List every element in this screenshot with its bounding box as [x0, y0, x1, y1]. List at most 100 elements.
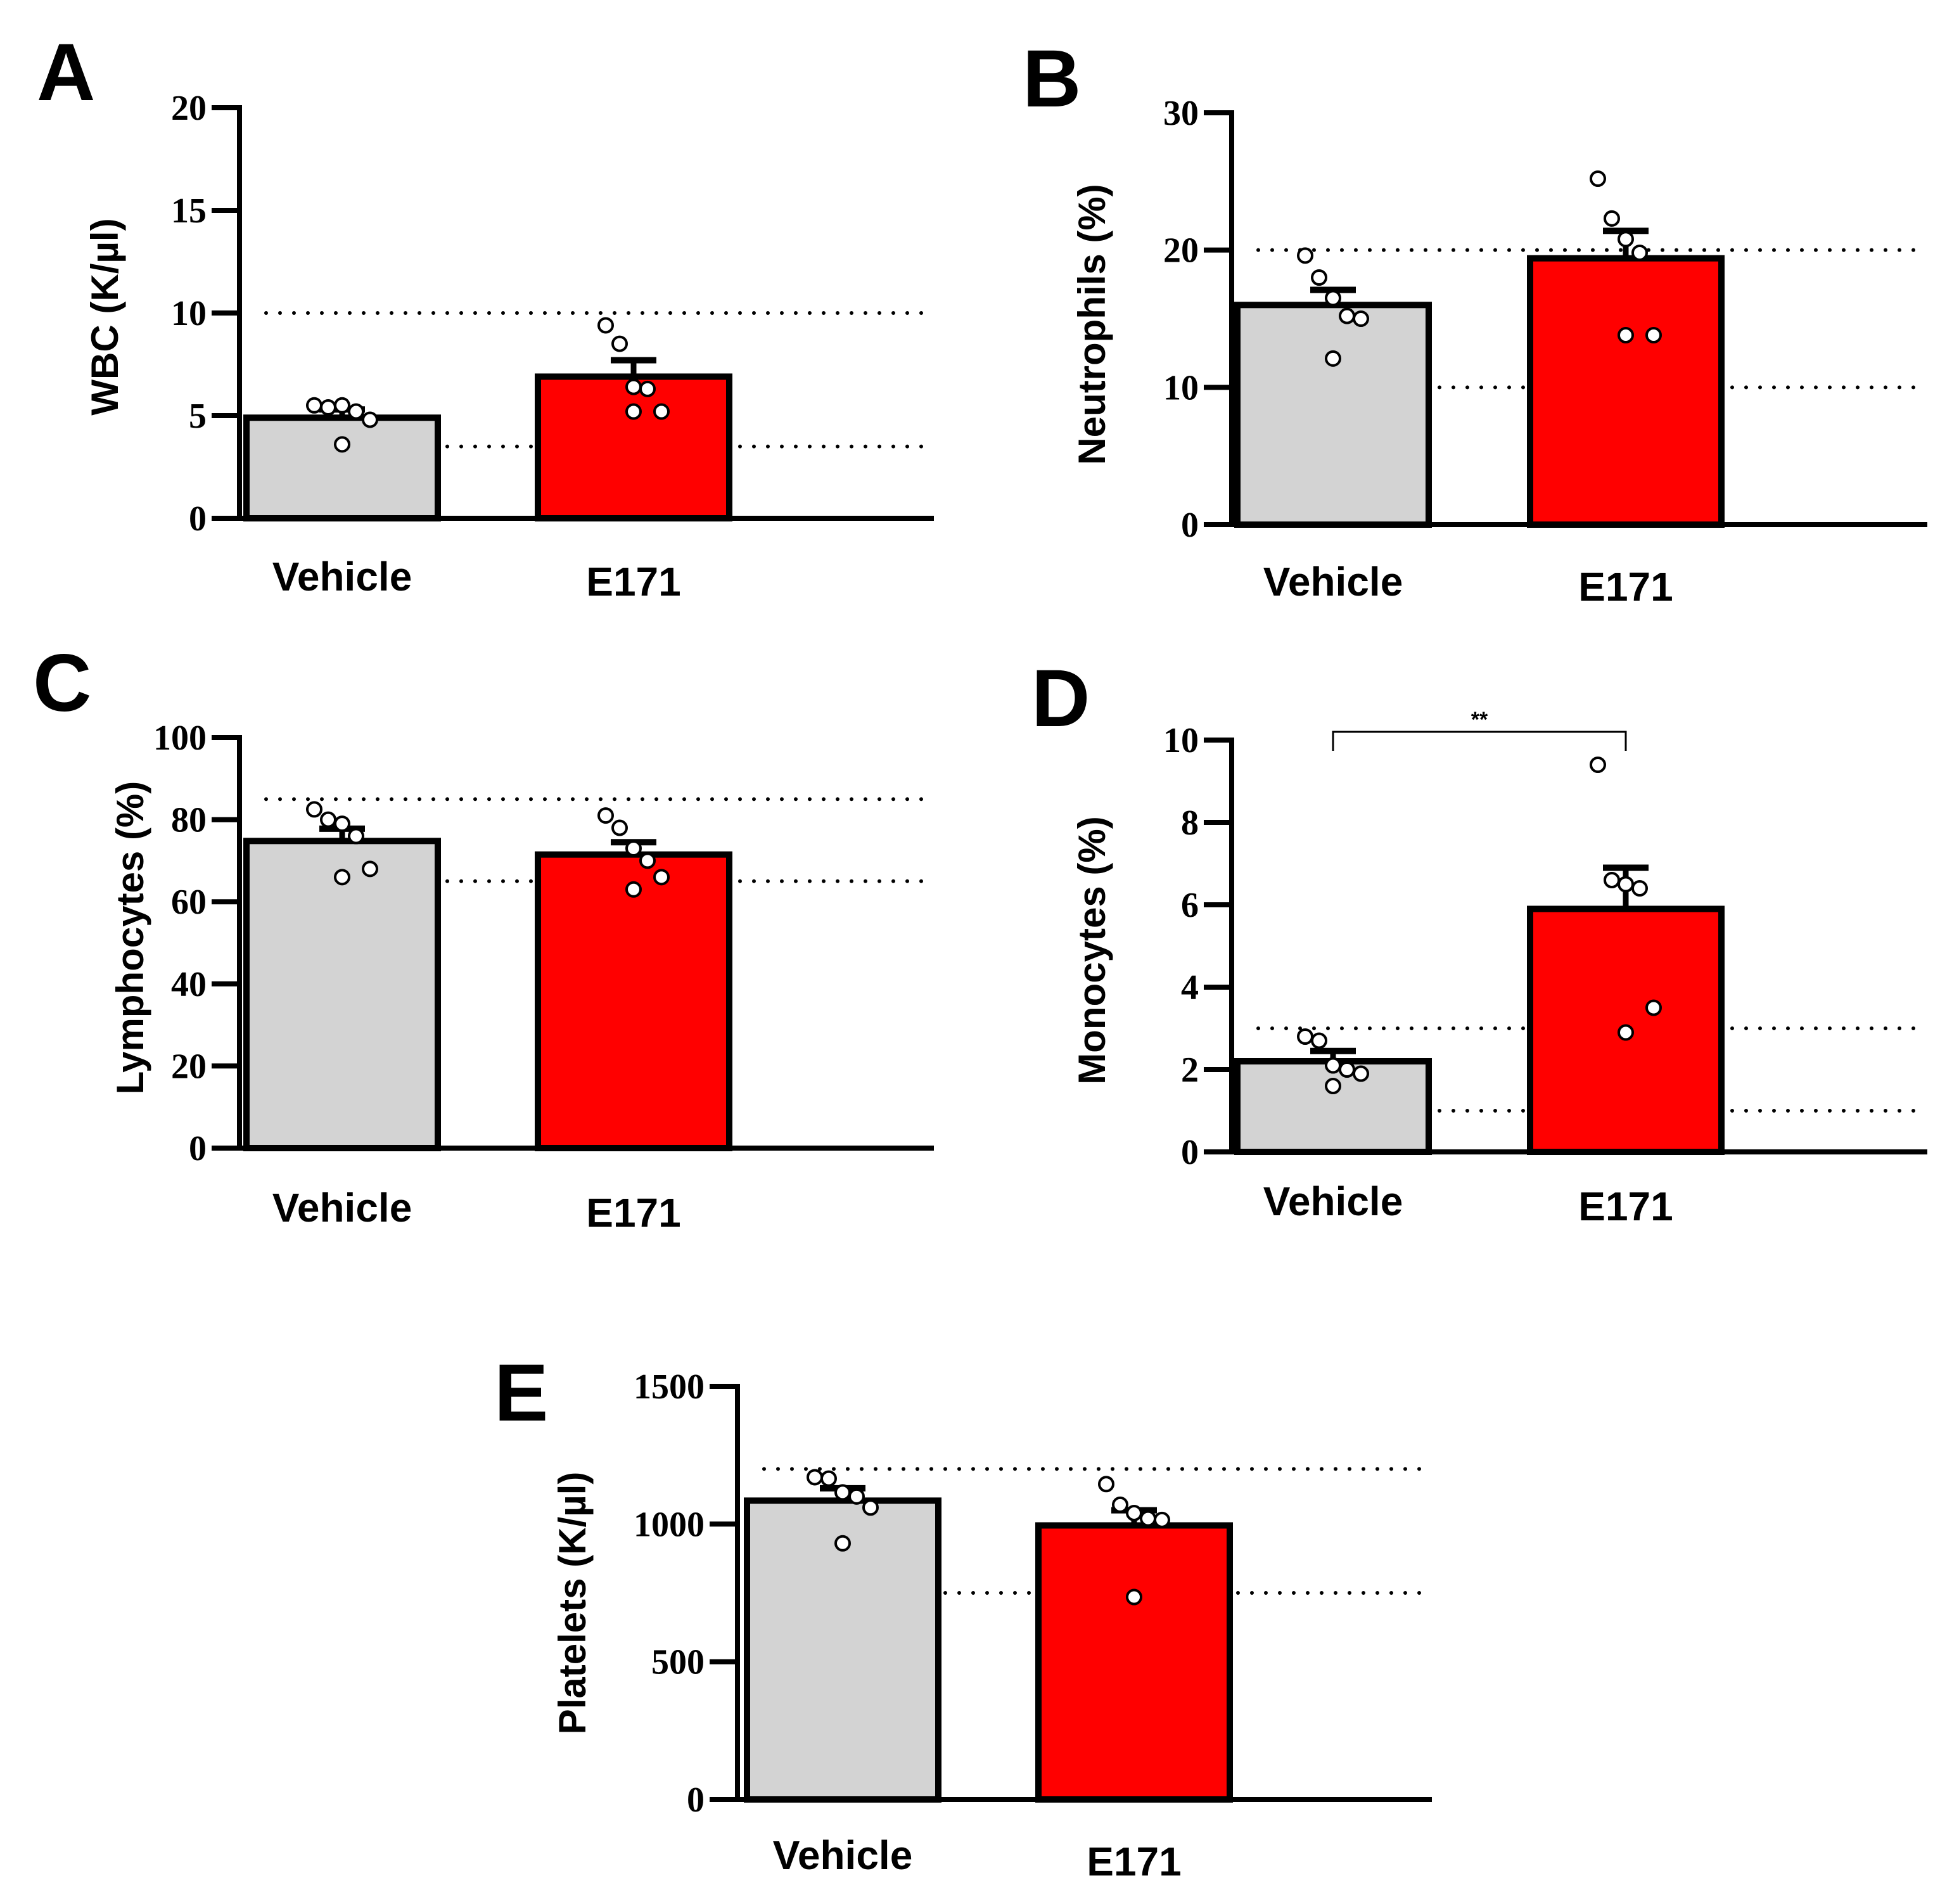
bar-e171: [1035, 1522, 1233, 1803]
y-tick-label: 80: [171, 801, 207, 840]
y-tick-label: 0: [1181, 1133, 1199, 1172]
y-tick-label: 20: [1163, 231, 1199, 271]
data-point: [1140, 1510, 1156, 1527]
plot-area: 0 5 10 15 20 Vehicle E171: [171, 89, 934, 604]
data-point: [1604, 872, 1620, 888]
data-point: [597, 807, 614, 824]
data-point: [597, 317, 614, 334]
data-point: [1590, 757, 1606, 773]
y-tick-label: 4: [1181, 968, 1199, 1007]
panel-e: E Platelets (K/µl) 0 500 1000 1500 Vehicle E1…: [494, 1348, 1432, 1884]
panel-a: A WBC (K/µl) 0 5 10 15 20 Vehicle E171: [37, 27, 934, 604]
x-category-label: E171: [586, 1190, 680, 1236]
data-point: [625, 840, 642, 857]
data-point: [1311, 269, 1327, 286]
y-tick-label: 500: [651, 1643, 705, 1682]
data-point: [334, 397, 350, 414]
panel-letter: A: [37, 27, 95, 118]
plot-area: 0 10 20 30 Vehicle E171: [1163, 94, 1927, 610]
bar-e171: [535, 851, 732, 1152]
data-point: [362, 411, 378, 428]
y-tick-label: 20: [171, 1047, 207, 1086]
bar-vehicle: [1234, 1058, 1432, 1155]
panel-letter: D: [1031, 653, 1090, 744]
data-point: [1645, 999, 1662, 1016]
data-point: [1618, 876, 1634, 893]
data-point: [1311, 1032, 1327, 1049]
data-point: [1154, 1511, 1170, 1528]
y-axis-title: Neutrophils (%): [1071, 184, 1113, 464]
panel-letter: E: [494, 1348, 548, 1438]
y-tick-label: 0: [189, 499, 207, 539]
data-point: [611, 819, 628, 836]
data-point: [1126, 1504, 1142, 1521]
plot-area: 0 500 1000 1500 Vehicle E171: [634, 1367, 1432, 1884]
y-axis-title: Monocytes (%): [1071, 816, 1113, 1084]
data-point: [807, 1469, 823, 1486]
y-tick-label: 1000: [634, 1505, 705, 1544]
significance-bracket: [1332, 731, 1627, 751]
data-point: [320, 399, 336, 416]
panel-d: D Monocytes (%) 0 2 4 6 8 10 Vehicle E171 **: [1031, 653, 1927, 1229]
panel-letter: B: [1023, 34, 1081, 124]
data-point: [1631, 880, 1648, 897]
panel-b: B Neutrophils (%) 0 10 20 30 Vehicle E171: [1023, 34, 1927, 610]
data-point: [1098, 1476, 1114, 1493]
data-point: [362, 860, 378, 878]
data-point: [653, 403, 670, 420]
data-point: [834, 1484, 851, 1501]
y-axis-title: Platelets (K/µl): [551, 1472, 594, 1735]
data-point: [1325, 1078, 1341, 1094]
y-tick-label: 0: [189, 1129, 207, 1168]
x-category-label: E171: [1578, 1184, 1673, 1229]
data-point: [334, 436, 350, 453]
y-tick-label: 10: [1163, 721, 1199, 760]
data-point: [1325, 350, 1341, 367]
data-point: [1353, 310, 1369, 327]
y-tick-label: 10: [1163, 368, 1199, 407]
data-point: [1339, 1061, 1355, 1078]
y-tick-label: 0: [1181, 506, 1199, 545]
data-point: [862, 1499, 879, 1516]
y-tick-label: 30: [1163, 94, 1199, 133]
data-point: [1325, 290, 1341, 307]
panel-letter: C: [33, 638, 91, 729]
plot-area: 0 2 4 6 8 10 Vehicle E171 **: [1163, 708, 1927, 1229]
data-point: [1590, 170, 1606, 187]
x-category-label: Vehicle: [272, 554, 412, 599]
data-point: [625, 378, 642, 395]
bar-vehicle: [1234, 302, 1432, 528]
y-tick-label: 5: [189, 397, 207, 436]
data-point: [1353, 1065, 1369, 1082]
x-category-label: Vehicle: [1263, 559, 1403, 604]
data-point: [1297, 247, 1313, 264]
data-point: [1112, 1496, 1128, 1513]
data-point: [625, 403, 642, 420]
data-point: [834, 1535, 851, 1552]
data-point: [1126, 1588, 1142, 1606]
data-point: [1604, 210, 1620, 227]
x-category-label: E171: [1087, 1839, 1181, 1884]
x-category-label: Vehicle: [272, 1185, 412, 1230]
plot-area: 0 20 40 60 80 100 Vehicle E171: [153, 719, 934, 1236]
data-point: [639, 852, 656, 869]
y-tick-label: 1500: [634, 1367, 705, 1407]
y-tick-label: 0: [687, 1780, 705, 1820]
bar-e171: [535, 373, 732, 521]
data-point: [306, 801, 322, 818]
data-point: [1325, 1057, 1341, 1074]
data-point: [848, 1488, 865, 1505]
data-point: [820, 1470, 837, 1487]
data-point: [1618, 231, 1634, 248]
data-point: [306, 397, 322, 414]
data-point: [653, 869, 670, 886]
x-category-label: E171: [586, 559, 680, 604]
data-point: [1297, 1028, 1313, 1045]
y-tick-label: 60: [171, 883, 207, 922]
significance-label: **: [1471, 708, 1488, 732]
y-tick-label: 2: [1181, 1051, 1199, 1090]
y-axis-title: WBC (K/µl): [84, 218, 126, 415]
y-tick-label: 6: [1181, 886, 1199, 925]
bar-vehicle: [243, 838, 441, 1152]
